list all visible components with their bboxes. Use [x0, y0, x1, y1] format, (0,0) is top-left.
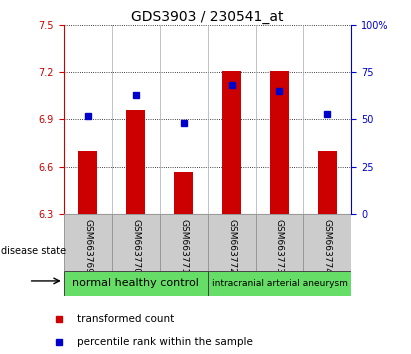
Text: GSM663772: GSM663772 [227, 219, 236, 274]
Bar [126, 110, 145, 214]
Text: GSM663774: GSM663774 [323, 219, 332, 274]
Bar [174, 172, 193, 214]
Text: transformed count: transformed count [77, 314, 175, 324]
Text: normal healthy control: normal healthy control [72, 278, 199, 288]
Bar [256, 214, 303, 271]
Text: GSM663770: GSM663770 [131, 219, 140, 274]
Bar [64, 271, 208, 296]
Bar [112, 214, 159, 271]
Bar [208, 214, 256, 271]
Bar [318, 151, 337, 214]
Text: GSM663771: GSM663771 [179, 219, 188, 274]
Bar [270, 70, 289, 214]
Bar [222, 70, 241, 214]
Text: disease state: disease state [1, 246, 67, 256]
Text: GSM663769: GSM663769 [83, 219, 92, 274]
Bar [78, 151, 97, 214]
Bar [64, 214, 112, 271]
Bar [303, 214, 351, 271]
Title: GDS3903 / 230541_at: GDS3903 / 230541_at [131, 10, 284, 24]
Text: intracranial arterial aneurysm: intracranial arterial aneurysm [212, 279, 347, 288]
Bar [159, 214, 208, 271]
Text: percentile rank within the sample: percentile rank within the sample [77, 337, 253, 347]
Bar [208, 271, 351, 296]
Text: GSM663773: GSM663773 [275, 219, 284, 274]
